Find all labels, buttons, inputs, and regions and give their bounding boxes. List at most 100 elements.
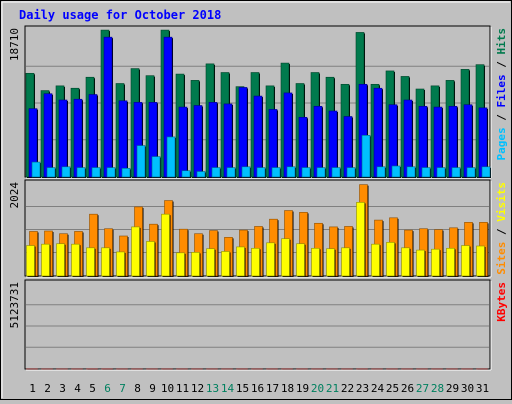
hits-files-pages-pages-bar [197,172,206,178]
day-label: 27 [416,382,429,395]
hits-files-pages-series-label-part: Pages [495,127,508,160]
visits-sites-visits-bar [162,214,171,277]
hits-files-pages-pages-bar [317,168,326,178]
visits-sites-visits-bar [462,246,471,277]
hits-files-pages-pages-bar [377,167,386,178]
hits-files-pages-files-bar [44,94,53,178]
hits-files-pages-files-bar [224,104,233,178]
hits-files-pages-files-bar [239,87,248,178]
hits-files-pages-pages-bar [227,168,236,178]
day-label: 28 [431,382,444,395]
day-label: 4 [74,382,81,395]
day-label: 6 [104,382,111,395]
hits-files-pages-files-bar [464,105,473,178]
day-label: 21 [326,382,339,395]
visits-sites-visits-bar [357,202,366,277]
day-label: 23 [356,382,369,395]
hits-files-pages-series-label-part: / [495,55,508,75]
hits-files-pages-series-label-part: Hits [495,28,508,55]
hits-files-pages-pages-bar [467,168,476,178]
day-label: 1 [29,382,36,395]
visits-sites-visits-bar [102,248,111,277]
day-label: 29 [446,382,459,395]
hits-files-pages-pages-bar [272,168,281,178]
visits-sites-visits-bar [222,251,231,277]
visits-sites-visits-bar [192,252,201,277]
hits-files-pages-files-bar [194,106,203,178]
visits-sites-visits-bar [72,244,81,277]
day-label: 2 [44,382,51,395]
day-label: 16 [251,382,264,395]
visits-sites-visits-bar [27,246,36,277]
visits-sites-visits-bar [327,249,336,277]
hits-files-pages-pages-bar [167,137,176,178]
visits-sites-visits-bar [282,239,291,277]
hits-files-pages-pages-bar [92,168,101,178]
hits-files-pages-pages-bar [452,168,461,178]
hits-files-pages-files-bar [179,107,188,178]
day-label: 25 [386,382,399,395]
visits-sites-visits-bar [297,244,306,277]
kbytes-series-label: KBytes [495,282,508,322]
kbytes-panel [25,280,490,369]
day-label: 19 [296,382,309,395]
visits-sites-visits-bar [42,244,51,277]
chart-title: Daily usage for October 2018 [19,8,221,22]
hits-files-pages-pages-bar [182,171,191,178]
hits-files-pages-files-bar [419,106,428,178]
hits-files-pages-files-bar [449,106,458,178]
visits-sites-visits-bar [87,248,96,277]
hits-files-pages-pages-bar [107,168,116,178]
hits-files-pages-pages-bar [137,146,146,178]
hits-files-pages-files-bar [404,100,413,178]
hits-files-pages-series-label-part: / [495,108,508,128]
day-label: 11 [176,382,189,395]
hits-files-pages-pages-bar [257,168,266,178]
visits-sites-visits-bar [432,249,441,277]
day-label: 14 [221,382,235,395]
kbytes-max-label: 5123731 [8,282,21,328]
visits-sites-visits-bar [312,248,321,277]
visits-sites-visits-bar [417,250,426,277]
day-label: 20 [311,382,324,395]
hits-files-pages-pages-bar [347,168,356,178]
day-label: 5 [89,382,96,395]
day-label: 9 [149,382,156,395]
hits-files-pages-series-label: Pages / Files / Hits [495,28,508,161]
hits-files-pages-pages-bar [47,168,56,178]
hits-files-pages-pages-bar [287,167,296,178]
hits-files-pages-pages-bar [407,167,416,178]
visits-sites-visits-bar [402,248,411,277]
hits-files-pages-pages-bar [77,168,86,178]
day-label: 10 [161,382,174,395]
hits-files-pages-pages-bar [32,162,41,178]
visits-sites-series-label: Sites / Visits [495,182,508,275]
visits-sites-max-label: 2024 [8,182,21,209]
day-label: 7 [119,382,126,395]
hits-files-pages-pages-bar [332,168,341,178]
visits-sites-visits-bar [252,248,261,277]
hits-files-pages-files-bar [119,101,128,178]
day-label: 26 [401,382,414,395]
hits-files-pages-files-bar [74,99,83,178]
visits-sites-visits-bar [147,241,156,277]
hits-files-pages-pages-bar [152,157,161,178]
hits-files-pages-pages-bar [122,168,131,178]
kbytes-series-label-part: KBytes [495,282,508,322]
visits-sites-visits-bar [477,246,486,277]
day-label: 15 [236,382,249,395]
day-label: 12 [191,382,204,395]
hits-files-pages-files-bar [314,106,323,178]
hits-files-pages-pages-bar [62,167,71,178]
hits-files-pages-pages-bar [437,168,446,178]
day-label: 13 [206,382,219,395]
hits-files-pages-max-label: 18710 [8,28,21,61]
visits-sites-visits-bar [447,248,456,277]
visits-sites-visits-bar [57,244,66,277]
hits-files-pages-files-bar [374,88,383,178]
hits-files-pages-pages-bar [422,168,431,178]
hits-files-pages-pages-bar [482,167,491,178]
day-label: 18 [281,382,294,395]
day-label: 17 [266,382,279,395]
